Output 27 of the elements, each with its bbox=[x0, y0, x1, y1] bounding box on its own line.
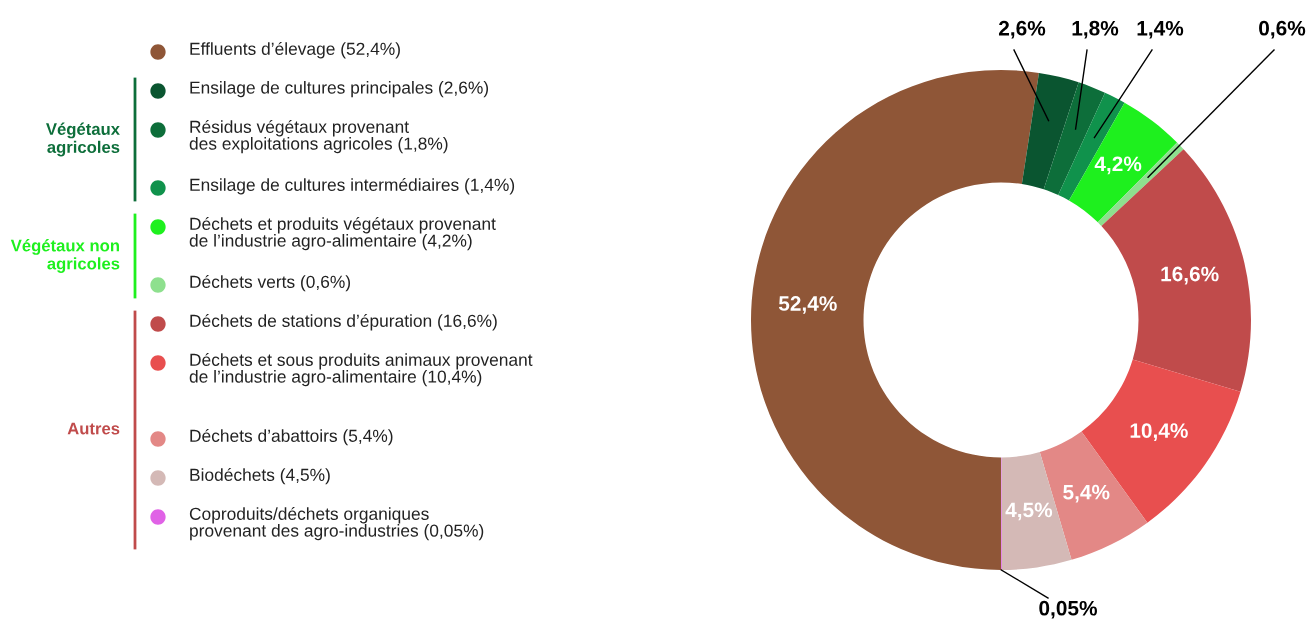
data-label: 4,2% bbox=[1094, 156, 1142, 175]
data-label: 0,05% bbox=[1039, 600, 1097, 619]
data-label: 5,4% bbox=[1063, 484, 1110, 503]
text: Végétaux non agricoles bbox=[10, 239, 120, 273]
data-label: 0,6% bbox=[1259, 20, 1306, 39]
data-label: 4,5% bbox=[1005, 502, 1053, 521]
legend-label: Biodéchets (4,5%) bbox=[190, 467, 330, 485]
donut-slice bbox=[1021, 72, 1079, 190]
legend-label: Ensilage de cultures intermédiaires (1,4%) bbox=[190, 178, 515, 195]
legend-label: Ensilage de cultures principales (2,6%) bbox=[190, 81, 489, 98]
data-label: 1,4% bbox=[1137, 20, 1184, 39]
text: Végétaux agricoles bbox=[46, 122, 120, 157]
legend-label: Déchets et produits végétaux provenant de l’industrie agro-alimentaire (4,2%) bbox=[189, 217, 496, 251]
legend-label: Déchets verts (0,6%) bbox=[190, 274, 351, 292]
donut-slice bbox=[1068, 102, 1178, 223]
legend-label: Déchets et sous produits animaux provenant de l’industrie agro-alimentaire (10,4%) bbox=[189, 353, 533, 387]
legend-label: Résidus végétaux provenant des exploitations agricoles (1,8%) bbox=[189, 120, 448, 154]
data-label: 52,4% bbox=[778, 296, 837, 314]
data-label: 2,6% bbox=[998, 20, 1046, 39]
legend-label: Coproduits/déchets organiques provenant des agro-industries (0,05%) bbox=[189, 507, 484, 541]
data-label: 10,4% bbox=[1130, 423, 1188, 441]
legend-label: Effluents d’élevage (52,4%) bbox=[190, 42, 400, 59]
data-label: 16,6% bbox=[1161, 266, 1219, 285]
text: Autres bbox=[67, 422, 120, 435]
data-label: 1,8% bbox=[1072, 20, 1119, 39]
legend-label: Déchets de stations d’épuration (16,6%) bbox=[190, 314, 497, 331]
legend-label: Déchets d’abattoirs (5,4%) bbox=[190, 428, 393, 446]
